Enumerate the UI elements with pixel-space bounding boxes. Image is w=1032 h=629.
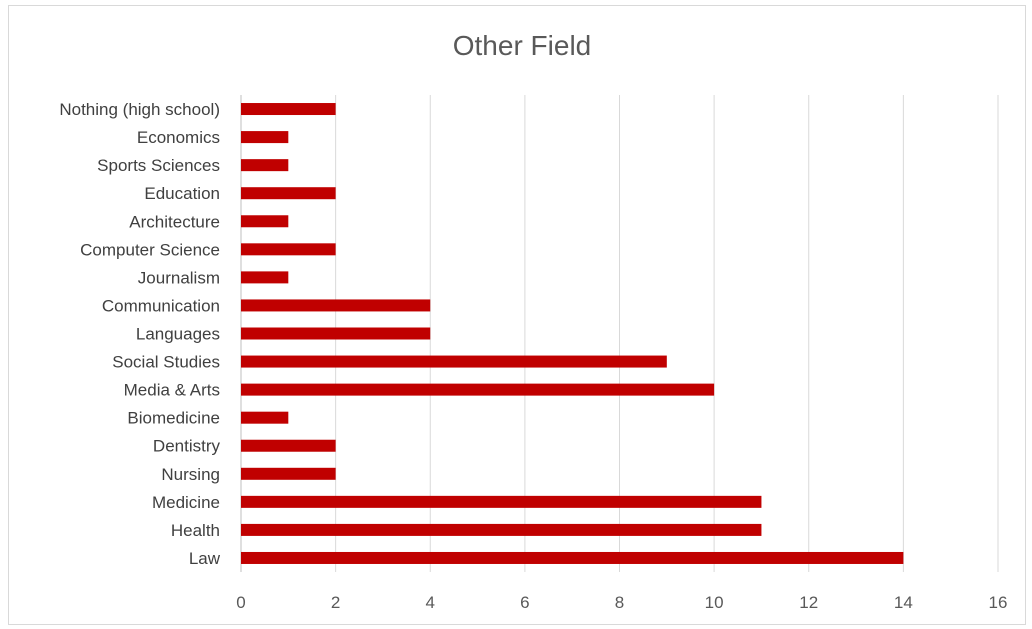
bar bbox=[241, 551, 904, 564]
category-label: Computer Science bbox=[80, 240, 220, 259]
x-tick-label: 2 bbox=[331, 593, 340, 612]
bar bbox=[241, 215, 289, 228]
category-label: Media & Arts bbox=[124, 381, 220, 400]
chart-title: Other Field bbox=[453, 30, 592, 61]
category-labels: Law Health Medicine Nursing Dentistry Biomedi… bbox=[59, 100, 220, 568]
category-label: Nothing (high school) bbox=[59, 100, 220, 119]
x-tick-label: 10 bbox=[705, 593, 724, 612]
bar bbox=[241, 523, 762, 536]
category-label: Communication bbox=[102, 296, 220, 315]
x-tick-label: 12 bbox=[799, 593, 818, 612]
category-label: Journalism bbox=[138, 268, 220, 287]
x-tick-label: 6 bbox=[520, 593, 529, 612]
category-label: Languages bbox=[136, 325, 220, 344]
bar bbox=[241, 355, 667, 368]
x-tick-label: 16 bbox=[989, 593, 1008, 612]
category-label: Biomedicine bbox=[127, 409, 220, 428]
x-tick-label: 0 bbox=[236, 593, 245, 612]
category-label: Economics bbox=[137, 128, 220, 147]
category-label: Sports Sciences bbox=[97, 156, 220, 175]
category-label: Medicine bbox=[152, 493, 220, 512]
category-label: Architecture bbox=[129, 212, 220, 231]
category-label: Law bbox=[189, 549, 221, 568]
category-label: Social Studies bbox=[112, 353, 220, 372]
x-tick-labels: 0 2 4 6 8 10 12 14 16 bbox=[236, 593, 1007, 612]
bar bbox=[241, 131, 289, 144]
x-tick-label: 14 bbox=[894, 593, 913, 612]
category-label: Health bbox=[171, 521, 220, 540]
bar bbox=[241, 299, 431, 312]
bar bbox=[241, 383, 715, 396]
chart-frame bbox=[8, 5, 1026, 625]
bar bbox=[241, 271, 289, 284]
bar bbox=[241, 467, 336, 480]
category-label: Nursing bbox=[161, 465, 220, 484]
category-label: Dentistry bbox=[153, 437, 221, 456]
bar bbox=[241, 327, 431, 340]
category-label: Education bbox=[144, 184, 220, 203]
bar bbox=[241, 159, 289, 172]
x-tick-label: 4 bbox=[426, 593, 435, 612]
bar bbox=[241, 439, 336, 452]
bar bbox=[241, 187, 336, 200]
bar bbox=[241, 411, 289, 424]
bar bbox=[241, 243, 336, 256]
bar bbox=[241, 103, 336, 116]
bar bbox=[241, 495, 762, 508]
grid-lines bbox=[240, 95, 999, 572]
bars bbox=[241, 103, 904, 564]
x-tick-label: 8 bbox=[615, 593, 624, 612]
